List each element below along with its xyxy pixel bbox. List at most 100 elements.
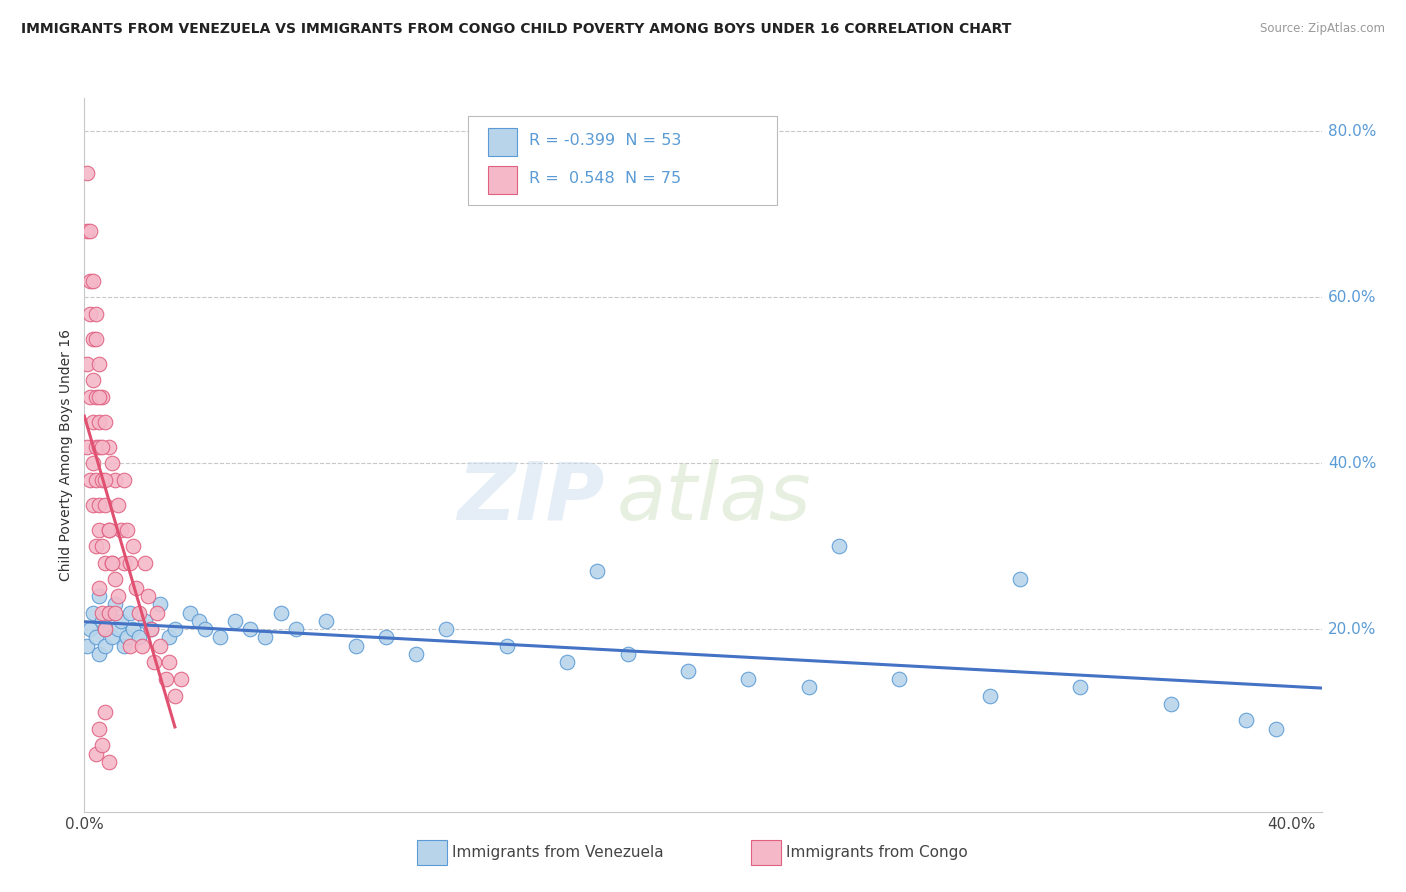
Point xyxy=(188,614,211,628)
Point xyxy=(1265,722,1288,736)
Point xyxy=(1234,714,1257,728)
Point xyxy=(86,307,108,321)
Point xyxy=(79,224,101,238)
Point xyxy=(76,166,98,180)
Point xyxy=(139,622,162,636)
Point xyxy=(828,539,851,553)
Point xyxy=(155,672,177,686)
Text: 60.0%: 60.0% xyxy=(1327,290,1376,305)
Point xyxy=(79,274,101,288)
FancyBboxPatch shape xyxy=(488,128,517,156)
Point xyxy=(97,523,120,537)
Point xyxy=(107,622,129,636)
Point xyxy=(76,639,98,653)
Point xyxy=(91,390,114,404)
Point xyxy=(79,473,101,487)
Point xyxy=(239,622,262,636)
Point xyxy=(86,332,108,346)
Point xyxy=(495,639,517,653)
Point xyxy=(284,622,307,636)
Point xyxy=(100,631,122,645)
Point xyxy=(94,622,117,636)
Point xyxy=(139,622,162,636)
Point xyxy=(100,456,122,470)
Point xyxy=(115,631,138,645)
Point xyxy=(89,357,111,371)
Point xyxy=(91,473,114,487)
Point xyxy=(89,390,111,404)
Point xyxy=(1069,680,1091,694)
Point xyxy=(163,622,186,636)
Point xyxy=(97,755,120,769)
Text: R =  0.548  N = 75: R = 0.548 N = 75 xyxy=(529,171,681,186)
Point xyxy=(91,739,114,753)
Point xyxy=(82,498,104,512)
Text: 20.0%: 20.0% xyxy=(1327,622,1376,637)
Point xyxy=(344,639,367,653)
Point xyxy=(91,614,114,628)
Point xyxy=(128,631,150,645)
Text: ZIP: ZIP xyxy=(457,458,605,537)
Point xyxy=(118,606,141,620)
Point xyxy=(889,672,911,686)
Point xyxy=(128,606,150,620)
Point xyxy=(94,705,117,719)
Point xyxy=(79,622,101,636)
Point xyxy=(124,581,146,595)
Point xyxy=(86,473,108,487)
Point xyxy=(89,589,111,603)
Point xyxy=(737,672,759,686)
Point xyxy=(586,564,609,578)
Point xyxy=(97,440,120,454)
Point xyxy=(179,606,201,620)
Text: 40.0%: 40.0% xyxy=(1327,456,1376,471)
Point xyxy=(555,656,578,670)
Point xyxy=(91,539,114,553)
Point xyxy=(82,373,104,387)
Text: R = -0.399  N = 53: R = -0.399 N = 53 xyxy=(529,134,681,148)
Point xyxy=(103,573,125,587)
Point xyxy=(616,647,638,661)
Point xyxy=(134,556,156,570)
Point xyxy=(146,606,169,620)
Point xyxy=(110,523,132,537)
Point xyxy=(79,390,101,404)
Point xyxy=(100,556,122,570)
Point xyxy=(82,415,104,429)
Point xyxy=(94,498,117,512)
Point xyxy=(163,689,186,703)
Text: Source: ZipAtlas.com: Source: ZipAtlas.com xyxy=(1260,22,1385,36)
Point xyxy=(82,332,104,346)
Point xyxy=(224,614,246,628)
Point xyxy=(157,656,180,670)
Point xyxy=(94,415,117,429)
Text: atlas: atlas xyxy=(616,458,811,537)
Point xyxy=(86,747,108,761)
FancyBboxPatch shape xyxy=(751,840,780,864)
Point xyxy=(82,456,104,470)
Point xyxy=(979,689,1001,703)
Point xyxy=(76,357,98,371)
Point xyxy=(94,639,117,653)
FancyBboxPatch shape xyxy=(418,840,447,864)
Point xyxy=(89,523,111,537)
Point xyxy=(89,647,111,661)
Point xyxy=(86,631,108,645)
Point xyxy=(270,606,292,620)
Point xyxy=(82,606,104,620)
Point xyxy=(797,680,820,694)
Point xyxy=(97,606,120,620)
Point xyxy=(149,597,172,611)
Point xyxy=(94,473,117,487)
Point xyxy=(76,224,98,238)
Y-axis label: Child Poverty Among Boys Under 16: Child Poverty Among Boys Under 16 xyxy=(59,329,73,581)
Point xyxy=(89,498,111,512)
Point xyxy=(82,274,104,288)
Text: Immigrants from Venezuela: Immigrants from Venezuela xyxy=(451,845,664,860)
FancyBboxPatch shape xyxy=(468,116,778,205)
Point xyxy=(115,523,138,537)
Text: IMMIGRANTS FROM VENEZUELA VS IMMIGRANTS FROM CONGO CHILD POVERTY AMONG BOYS UNDE: IMMIGRANTS FROM VENEZUELA VS IMMIGRANTS … xyxy=(21,22,1011,37)
Point xyxy=(436,622,458,636)
Point xyxy=(112,473,135,487)
Point xyxy=(100,556,122,570)
